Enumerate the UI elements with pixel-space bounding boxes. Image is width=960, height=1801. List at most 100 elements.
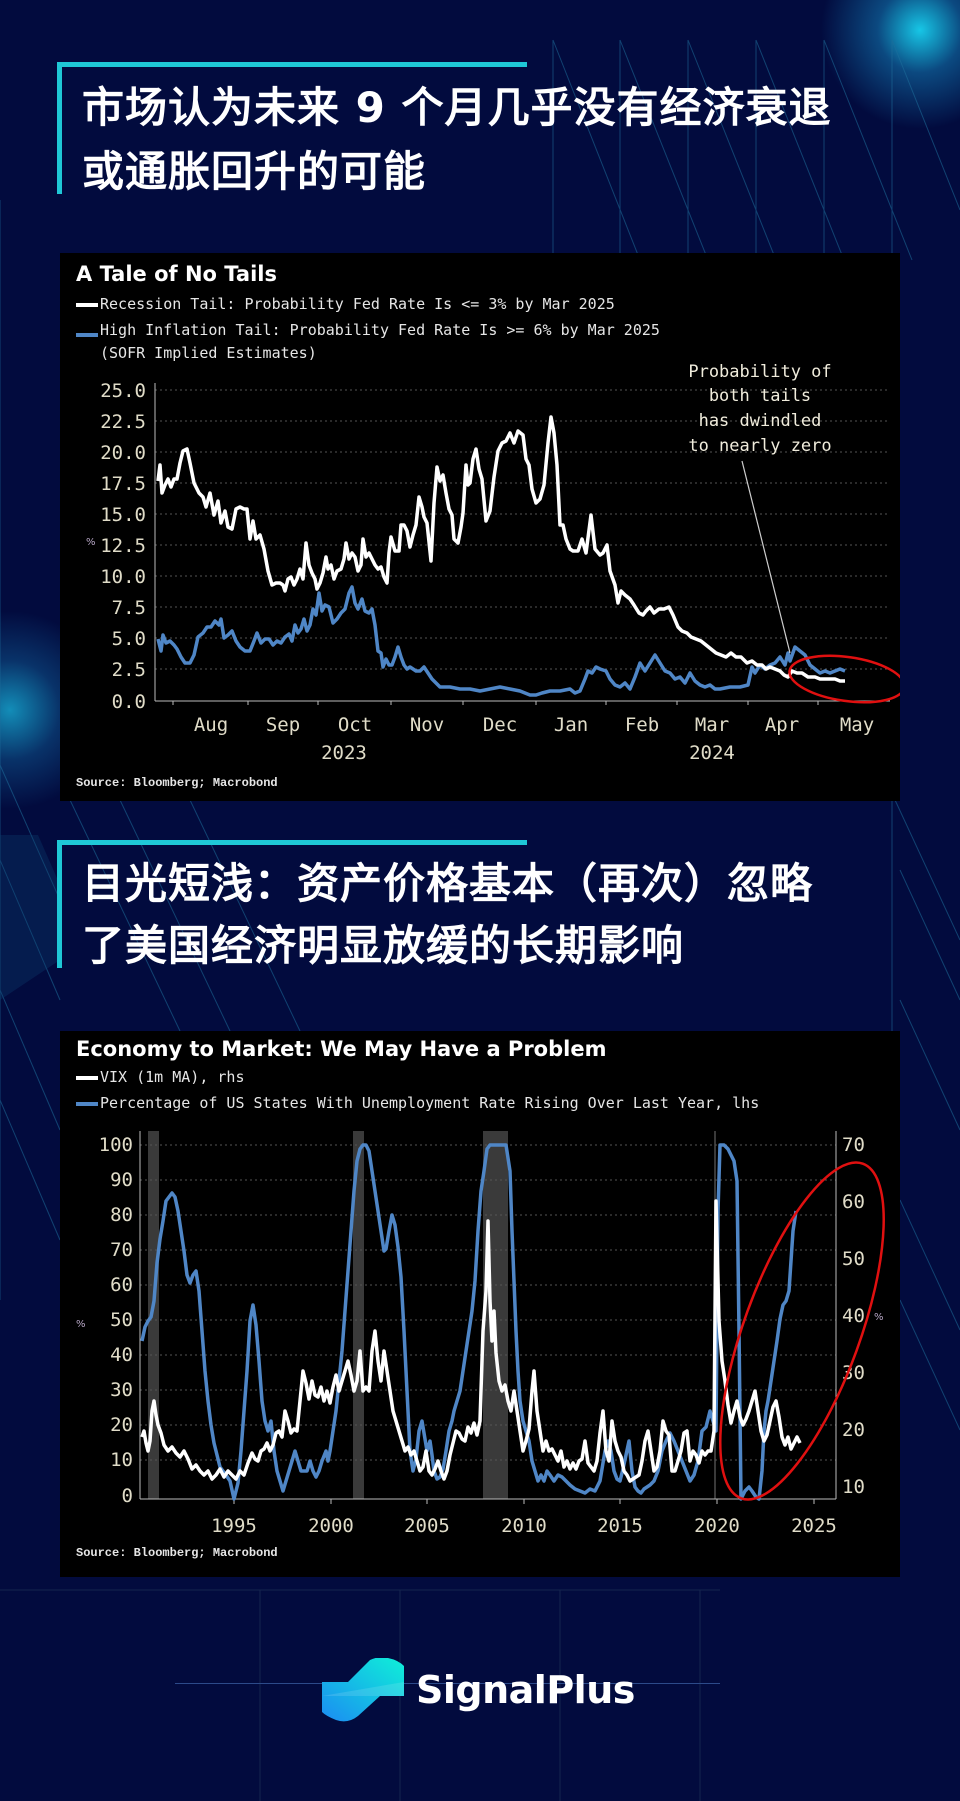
svg-text:Jan: Jan: [554, 714, 588, 736]
heading-accent-bar-vertical: [57, 62, 62, 194]
svg-text:2.5: 2.5: [112, 659, 146, 681]
legend-label: High Inflation Tail: Probability Fed Rat…: [100, 319, 660, 365]
svg-text:70: 70: [110, 1239, 133, 1261]
svg-text:22.5: 22.5: [100, 411, 146, 433]
svg-text:7.5: 7.5: [112, 597, 146, 619]
legend-swatch-white: [76, 1076, 98, 1080]
signalplus-logo-icon: [322, 1658, 404, 1722]
legend-label-line2: (SOFR Implied Estimates): [100, 344, 317, 362]
svg-text:60: 60: [110, 1274, 133, 1296]
svg-text:May: May: [840, 714, 874, 736]
svg-text:30: 30: [842, 1362, 865, 1384]
svg-text:80: 80: [110, 1204, 133, 1226]
y-axis-unit-label: %: [86, 537, 96, 548]
svg-text:10: 10: [110, 1449, 133, 1471]
legend-swatch-blue: [76, 1102, 98, 1106]
svg-text:70: 70: [842, 1134, 865, 1156]
left-axis-unit-label: %: [76, 1319, 86, 1330]
chart-economy-to-market: Economy to Market: We May Have a Problem…: [60, 1031, 900, 1577]
section2-heading-line2: 了美国经济明显放缓的长期影响: [82, 921, 685, 970]
heading-accent-bar: [57, 62, 527, 67]
svg-text:10: 10: [842, 1476, 865, 1498]
svg-text:0.0: 0.0: [112, 691, 146, 713]
svg-text:5.0: 5.0: [112, 628, 146, 650]
legend-label: Recession Tail: Probability Fed Rate Is …: [100, 295, 615, 313]
section2-heading-line1: 目光短浅：资产价格基本（再次）忽略: [82, 859, 814, 908]
svg-text:2000: 2000: [308, 1515, 354, 1537]
svg-text:20: 20: [842, 1419, 865, 1441]
section1-heading-line1: 市场认为未来 9 个月几乎没有经济衰退: [82, 83, 832, 132]
svg-text:17.5: 17.5: [100, 473, 146, 495]
chart2-x-axis-labels: 1995 2000 2005 2010 2015 2020 2025: [211, 1515, 837, 1537]
svg-text:2010: 2010: [501, 1515, 547, 1537]
svg-text:Apr: Apr: [765, 714, 799, 736]
chart-source: Source: Bloomberg; Macrobond: [76, 1546, 278, 1560]
chart1-x-axis-labels: Aug Sep Oct Nov Dec Jan Feb Mar Apr May 2023 20…: [194, 714, 874, 764]
svg-text:25.0: 25.0: [100, 380, 146, 402]
svg-text:2020: 2020: [694, 1515, 740, 1537]
svg-text:2025: 2025: [791, 1515, 837, 1537]
legend-label-line1: High Inflation Tail: Probability Fed Rat…: [100, 321, 660, 339]
signalplus-brand: SignalPlus: [322, 1658, 635, 1722]
legend-unemployment-rising: Percentage of US States With Unemploymen…: [76, 1094, 759, 1112]
heading-accent-bar-vertical: [57, 840, 62, 968]
legend-label: VIX (1m MA), rhs: [100, 1068, 245, 1086]
svg-text:Nov: Nov: [410, 714, 444, 736]
svg-text:12.5: 12.5: [100, 535, 146, 557]
chart1-plot: 25.0 22.5 20.0 17.5 15.0 12.5 10.0 7.5 5.0 2.5…: [86, 362, 900, 764]
svg-text:Mar: Mar: [695, 714, 729, 736]
chart2-right-axis-labels: 70 60 50 40 30 20 10: [842, 1134, 865, 1498]
highlight-ellipse: [788, 654, 900, 704]
svg-text:2023: 2023: [321, 742, 367, 764]
svg-text:60: 60: [842, 1191, 865, 1213]
svg-text:2015: 2015: [597, 1515, 643, 1537]
legend-high-inflation-tail: High Inflation Tail: Probability Fed Rat…: [76, 319, 660, 365]
svg-text:Aug: Aug: [194, 714, 228, 736]
svg-text:40: 40: [110, 1344, 133, 1366]
legend-recession-tail: Recession Tail: Probability Fed Rate Is …: [76, 295, 615, 313]
highlight-ellipse: [719, 1161, 885, 1501]
legend-label: Percentage of US States With Unemploymen…: [100, 1094, 760, 1112]
svg-text:Oct: Oct: [338, 714, 372, 736]
chart1-y-axis-labels: 25.0 22.5 20.0 17.5 15.0 12.5 10.0 7.5 5.0 2.5…: [100, 380, 146, 713]
legend-vix: VIX (1m MA), rhs: [76, 1068, 245, 1086]
svg-text:Feb: Feb: [625, 714, 659, 736]
svg-text:Sep: Sep: [266, 714, 300, 736]
annotation-arrow: [741, 460, 791, 654]
svg-text:2024: 2024: [689, 742, 735, 764]
svg-text:100: 100: [99, 1134, 133, 1156]
series-high-inflation-tail: [156, 585, 846, 697]
chart-source: Source: Bloomberg; Macrobond: [76, 776, 278, 790]
chart1-annotation: Probability of both tails has dwindled t…: [688, 362, 831, 456]
svg-text:50: 50: [110, 1309, 133, 1331]
svg-text:Probability of: Probability of: [688, 362, 831, 382]
svg-text:20.0: 20.0: [100, 442, 146, 464]
heading-accent-bar: [57, 840, 527, 845]
svg-text:15.0: 15.0: [100, 504, 146, 526]
chart-tale-of-no-tails: A Tale of No Tails Recession Tail: Proba…: [60, 253, 900, 801]
svg-text:0: 0: [122, 1485, 133, 1507]
svg-text:1995: 1995: [211, 1515, 257, 1537]
svg-text:40: 40: [842, 1305, 865, 1327]
svg-text:10.0: 10.0: [100, 566, 146, 588]
footer-divider: [175, 1683, 720, 1684]
svg-text:has dwindled: has dwindled: [699, 411, 822, 431]
series-unemployment-rising: [140, 1143, 798, 1501]
chart-title: Economy to Market: We May Have a Problem: [76, 1037, 607, 1061]
series-vix: [140, 1199, 802, 1483]
chart1-gridlines: [155, 389, 890, 670]
chart-title: A Tale of No Tails: [76, 262, 277, 286]
svg-text:2005: 2005: [404, 1515, 450, 1537]
legend-swatch-white: [76, 303, 98, 307]
series-recession-tail: [156, 415, 845, 683]
svg-text:30: 30: [110, 1379, 133, 1401]
svg-text:20: 20: [110, 1414, 133, 1436]
legend-swatch-blue: [76, 333, 98, 337]
svg-text:Dec: Dec: [483, 714, 517, 736]
svg-text:50: 50: [842, 1248, 865, 1270]
svg-text:90: 90: [110, 1169, 133, 1191]
brand-name: SignalPlus: [416, 1668, 635, 1712]
